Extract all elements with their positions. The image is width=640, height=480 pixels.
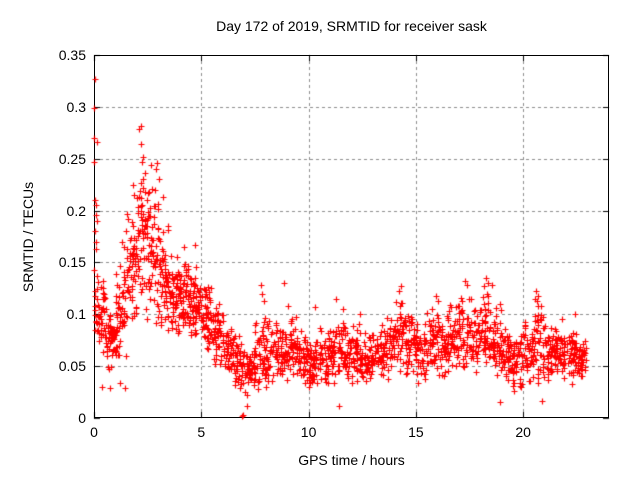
x-axis-label: GPS time / hours xyxy=(298,452,405,468)
x-tick-label: 5 xyxy=(197,424,206,440)
x-tick-label: 15 xyxy=(408,424,424,440)
y-tick-label: 0.25 xyxy=(58,150,86,167)
y-axis-label: SRMTID / TECUs xyxy=(20,181,36,293)
y-tick-label: 0.1 xyxy=(66,306,86,323)
chart-title: Day 172 of 2019, SRMTID for receiver sas… xyxy=(216,18,487,34)
x-tick-label: 10 xyxy=(300,424,317,440)
y-tick-label: 0 xyxy=(78,410,86,426)
y-tick-label: 0.05 xyxy=(58,358,86,375)
y-tick-label: 0.3 xyxy=(66,98,86,115)
y-tick-label: 0.15 xyxy=(58,254,86,271)
y-tick-label: 0.35 xyxy=(58,47,86,63)
x-tick-label: 20 xyxy=(515,424,531,440)
y-tick-label: 0.2 xyxy=(66,202,86,219)
scatter-canvas xyxy=(86,47,617,426)
x-tick-label: 0 xyxy=(90,424,98,440)
